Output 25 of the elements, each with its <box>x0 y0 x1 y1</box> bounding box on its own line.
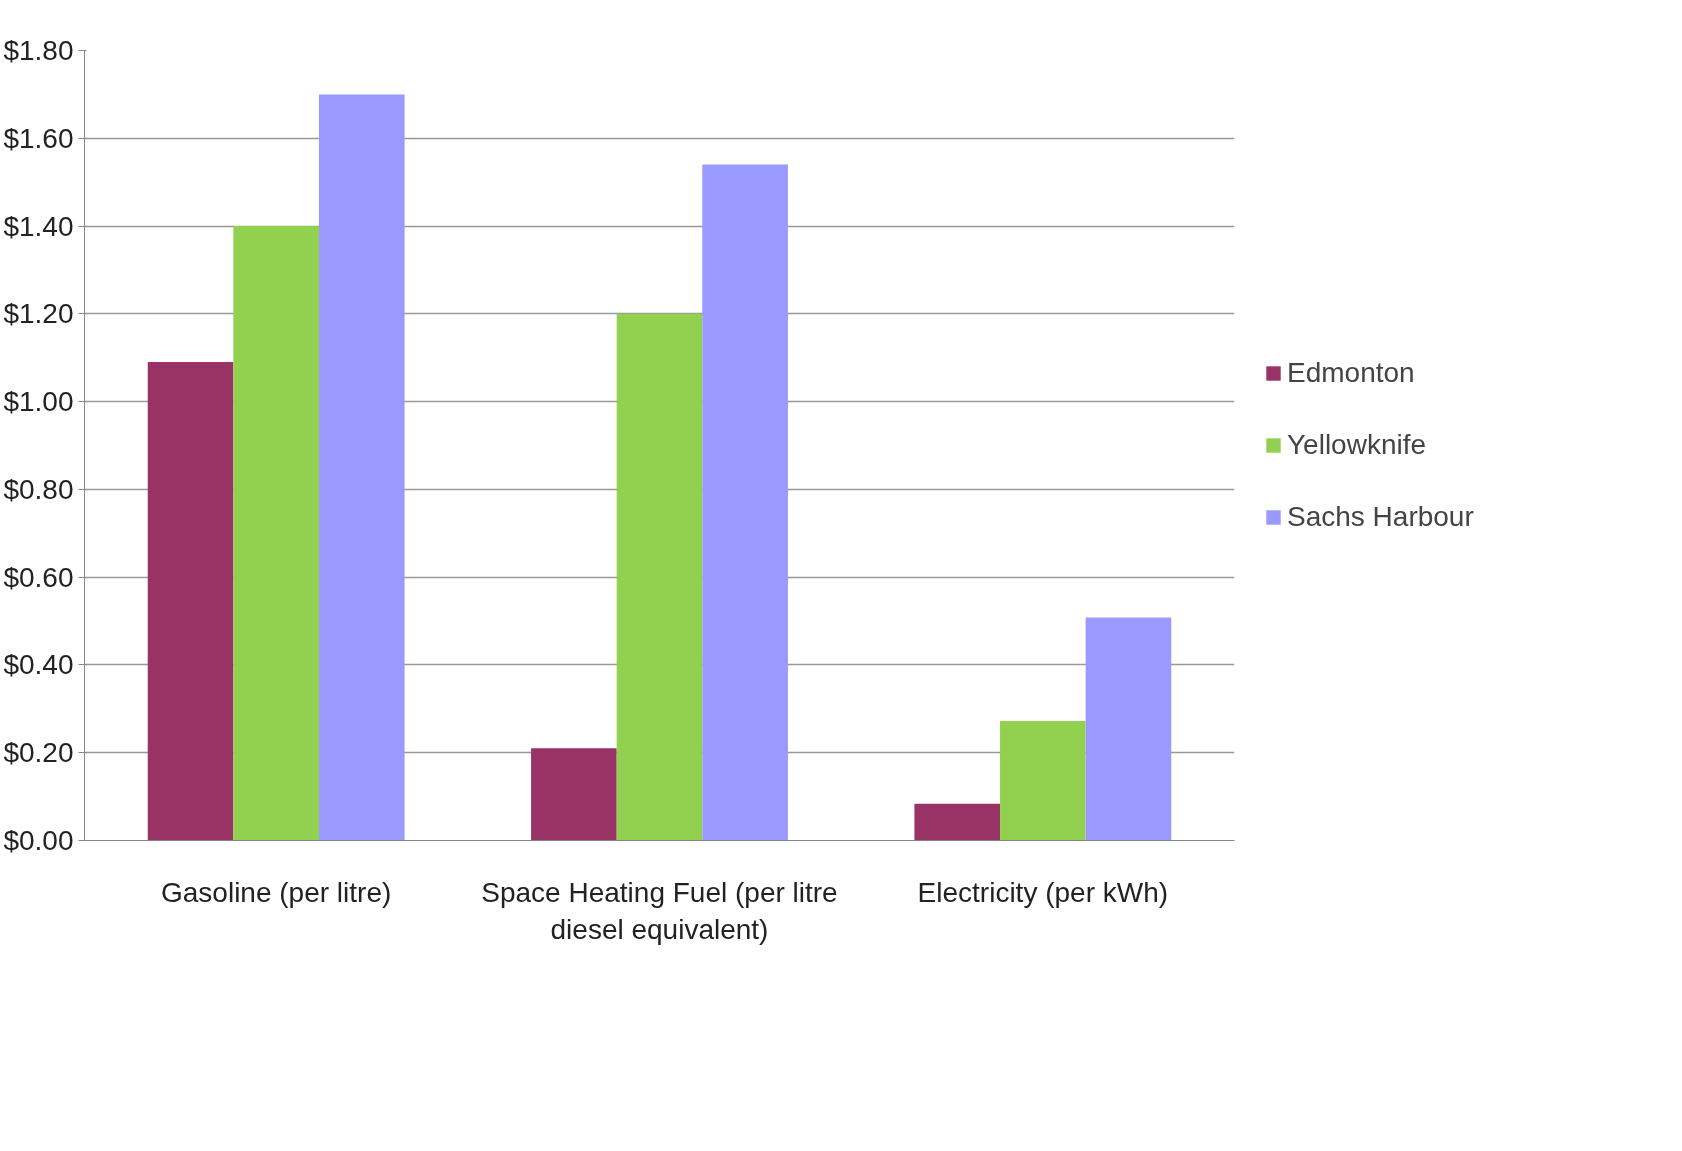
bar <box>1000 721 1086 841</box>
bar <box>233 226 319 841</box>
x-tick-label: Space Heating Fuel (per litre diesel equivalent) <box>481 876 838 945</box>
bar <box>914 803 1001 841</box>
bar <box>147 362 234 841</box>
legend-label: Sachs Harbour <box>1287 501 1474 533</box>
y-tick-label: $1.40 <box>3 210 74 242</box>
y-tick-label: $1.60 <box>3 122 74 154</box>
x-tick-label: Electricity (per kWh) <box>917 876 1169 908</box>
y-tick-label: $0.00 <box>3 825 74 856</box>
y-tick-label: $0.40 <box>3 649 74 681</box>
legend-label: Edmonton <box>1287 357 1415 389</box>
legend-label: Yellowknife <box>1287 429 1427 461</box>
y-tick-label: $0.20 <box>3 737 74 769</box>
x-tick-label: Gasoline (per litre) <box>161 876 392 908</box>
bar <box>616 313 703 841</box>
y-tick-label: $1.00 <box>3 386 74 418</box>
y-tick-label: $0.80 <box>3 473 74 505</box>
y-tick-label: $1.20 <box>3 298 74 330</box>
bar <box>318 94 405 841</box>
y-tick-label: $0.60 <box>3 561 74 593</box>
y-tick-label: $1.80 <box>3 35 74 66</box>
bar <box>702 164 788 841</box>
bar <box>1085 617 1172 841</box>
bar <box>531 748 617 841</box>
